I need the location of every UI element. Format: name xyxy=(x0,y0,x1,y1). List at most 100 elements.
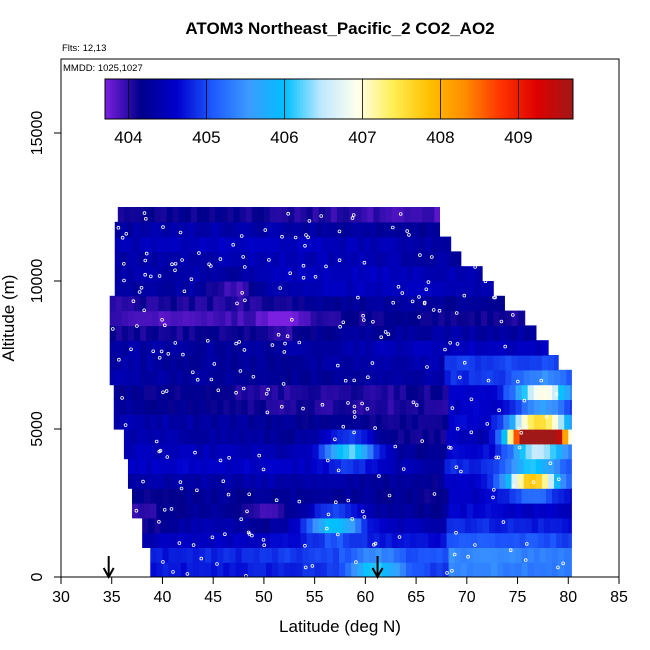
colorbar-segment xyxy=(112,79,116,119)
colorbar-segment xyxy=(180,79,184,119)
heatmap-cell xyxy=(180,562,188,577)
heatmap-cell xyxy=(487,310,494,326)
sample-point xyxy=(242,348,247,352)
heatmap-cell xyxy=(241,414,249,430)
heatmap-cell xyxy=(294,532,302,548)
heatmap-cell xyxy=(219,325,226,341)
heatmap-cell xyxy=(194,355,202,371)
heatmap-cell xyxy=(309,251,317,267)
heatmap-cell xyxy=(273,221,280,238)
heatmap-cell xyxy=(478,384,486,400)
heatmap-cell xyxy=(247,399,255,415)
heatmap-cell xyxy=(121,295,129,312)
heatmap-cell xyxy=(352,251,359,267)
x-tick-label: 55 xyxy=(306,589,324,606)
heatmap-cell xyxy=(527,384,535,400)
heatmap-cell xyxy=(346,221,353,238)
heatmap-cell xyxy=(322,310,330,326)
heatmap-cell xyxy=(375,399,383,415)
heatmap-cell xyxy=(285,281,292,297)
heatmap-cell xyxy=(321,281,329,297)
heatmap-cell xyxy=(254,221,262,238)
heatmap-cell xyxy=(472,399,480,415)
heatmap-cell xyxy=(383,310,391,326)
sample-point xyxy=(166,351,171,356)
sample-point xyxy=(158,448,163,453)
heatmap-cell xyxy=(280,325,287,341)
heatmap-cell xyxy=(382,281,390,297)
heatmap-cell xyxy=(448,384,456,400)
heatmap-cell xyxy=(261,310,269,326)
heatmap-cell xyxy=(444,310,452,326)
heatmap-cell xyxy=(436,399,444,415)
heatmap-cell xyxy=(298,295,306,312)
heatmap-cell xyxy=(170,473,178,489)
heatmap-cell xyxy=(172,207,180,223)
heatmap-cell xyxy=(533,384,541,400)
y-tick-label: 5000 xyxy=(29,411,46,447)
heatmap-cell xyxy=(554,355,559,371)
heatmap-cell xyxy=(233,207,241,223)
heatmap-cell xyxy=(431,251,438,267)
heatmap-cell xyxy=(286,340,293,356)
heatmap-cell xyxy=(211,562,218,577)
heatmap-cell xyxy=(253,547,261,563)
heatmap-cell xyxy=(144,488,151,504)
sample-point xyxy=(234,390,238,395)
heatmap-cell xyxy=(338,488,346,504)
colorbar-segment xyxy=(310,79,314,119)
sample-point xyxy=(497,408,501,413)
heatmap-cell xyxy=(314,562,322,577)
heatmap-cell xyxy=(182,473,190,489)
heatmap-cell xyxy=(156,488,164,504)
colorbar-segment xyxy=(305,79,309,119)
heatmap-cell xyxy=(211,399,218,415)
heatmap-cell xyxy=(308,399,316,415)
heatmap-cell xyxy=(316,473,324,489)
sample-point xyxy=(445,571,449,575)
heatmap-cell xyxy=(178,443,186,460)
sample-point xyxy=(320,402,325,407)
heatmap-cell xyxy=(332,384,340,400)
sample-point xyxy=(365,406,370,411)
colorbar-tick-label: 406 xyxy=(270,128,298,147)
heatmap-cell xyxy=(221,517,228,534)
x-tick-label: 50 xyxy=(255,589,273,606)
heatmap-cell xyxy=(162,488,170,504)
heatmap-cell xyxy=(434,443,442,460)
colorbar-segment xyxy=(196,79,200,119)
heatmap-cell xyxy=(184,207,192,223)
heatmap-cell xyxy=(341,369,348,386)
heatmap-cell xyxy=(377,340,385,356)
heatmap-cell xyxy=(414,325,421,341)
heatmap-cell xyxy=(340,281,347,297)
heatmap-cell xyxy=(438,473,446,489)
heatmap-cell xyxy=(151,251,158,267)
heatmap-cell xyxy=(272,562,279,577)
heatmap-cell xyxy=(393,399,401,415)
colorbar-segment xyxy=(144,79,148,119)
heatmap-cell xyxy=(403,443,411,460)
heatmap-cell xyxy=(206,251,213,267)
sample-point xyxy=(218,257,223,261)
heatmap-cell xyxy=(290,488,297,504)
heatmap-cell xyxy=(231,325,239,341)
x-axis: 30 35 40 45 50 55 60 65 70 75 80 85 xyxy=(52,577,628,606)
heatmap-cell xyxy=(410,443,417,460)
heatmap-cell xyxy=(406,236,414,252)
sample-point xyxy=(216,388,221,393)
heatmap-cell xyxy=(334,458,342,474)
sample-point xyxy=(310,564,315,568)
heatmap-cell xyxy=(414,355,421,371)
heatmap-cell xyxy=(455,251,462,267)
sample-point xyxy=(159,349,164,354)
heatmap-cell xyxy=(314,399,322,415)
heatmap-cell xyxy=(193,236,201,252)
heatmap-cell xyxy=(284,384,291,400)
heatmap-cell xyxy=(333,281,341,297)
heatmap-cell xyxy=(192,384,200,400)
colorbar-tick-label: 408 xyxy=(426,128,454,147)
heatmap-cell xyxy=(174,503,182,519)
heatmap-cell xyxy=(304,458,312,474)
heatmap-cell xyxy=(296,547,304,563)
